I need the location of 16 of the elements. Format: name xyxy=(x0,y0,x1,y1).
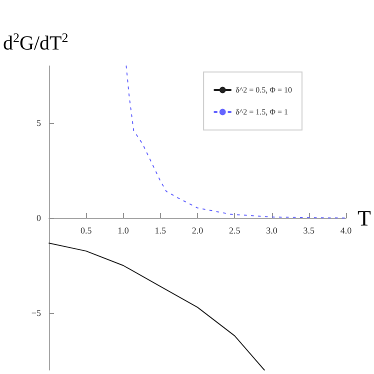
line-series xyxy=(48,242,265,370)
legend-label: δ^2 = 0.5, Φ = 10 xyxy=(236,86,292,94)
x-tick-label: 4.0 xyxy=(340,226,352,236)
x-tick-label: 2.0 xyxy=(192,226,204,236)
x-tick-label: 3.0 xyxy=(266,226,278,236)
x-tick-label: 1.0 xyxy=(118,226,130,236)
x-tick-label: 2.5 xyxy=(229,226,241,236)
y-tick-label: 5 xyxy=(36,118,42,128)
y-tick-label: −5 xyxy=(31,308,42,318)
x-tick-label: 3.5 xyxy=(303,226,316,236)
y-tick-label: 0 xyxy=(36,213,42,223)
legend-label: δ^2 = 1.5, Φ = 1 xyxy=(236,108,288,116)
x-tick-label: 0.5 xyxy=(80,226,92,236)
x-axis-title: T xyxy=(358,206,372,230)
x-tick-label: 1.5 xyxy=(154,226,167,236)
line-series xyxy=(126,66,347,218)
